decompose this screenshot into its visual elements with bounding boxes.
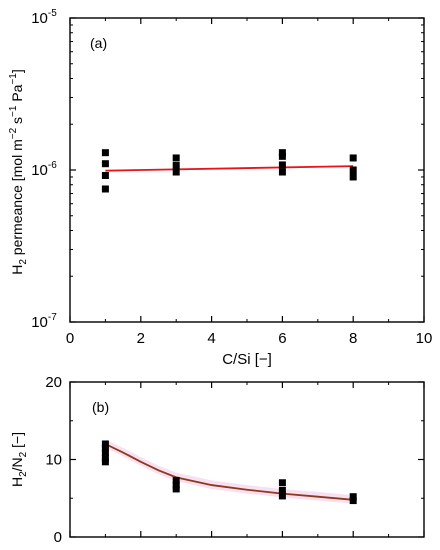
- y-label-sup1: −2: [8, 127, 19, 139]
- data-point: [101, 440, 109, 448]
- y-tick-label: 10-6: [31, 160, 57, 179]
- y-label-h2-sub: 2: [18, 471, 29, 477]
- data-point: [101, 449, 109, 457]
- data-point: [349, 166, 357, 174]
- x-tick-label: 0: [66, 330, 74, 347]
- fit-line: [105, 165, 354, 172]
- data-point: [172, 168, 180, 176]
- data-point: [172, 481, 180, 489]
- data-point: [101, 172, 109, 180]
- data-point: [278, 152, 286, 160]
- y-label-pa: Pa: [9, 84, 25, 105]
- y-tick-label: 10: [45, 452, 62, 469]
- data-point: [349, 154, 357, 162]
- data-point: [172, 162, 180, 170]
- data-point: [101, 185, 109, 193]
- y-label-unit: [−]: [9, 432, 25, 452]
- y-label-h2: H: [9, 477, 25, 487]
- fit-band: [105, 439, 354, 504]
- panel-b-plot-frame: [69, 381, 425, 538]
- data-point: [172, 485, 180, 493]
- x-tick-label: 2: [137, 330, 145, 347]
- data-point: [101, 149, 109, 157]
- y-label-n2: /N: [9, 457, 25, 471]
- data-point: [278, 168, 286, 176]
- y-label-s: s: [9, 117, 25, 128]
- y-tick-label: 20: [45, 374, 62, 391]
- y-tick-label: 0: [54, 529, 62, 546]
- data-point: [101, 160, 109, 168]
- data-point: [349, 173, 357, 181]
- x-tick-label: 10: [416, 330, 433, 347]
- y-label-text: permeance [mol m: [9, 139, 25, 259]
- data-point: [278, 487, 286, 494]
- panel-a-label: (a): [90, 35, 107, 51]
- data-point: [101, 458, 109, 466]
- panel-a-y-axis-label: H2 permeance [mol m−2 s−1 Pa−1]: [8, 69, 29, 275]
- data-point: [349, 497, 357, 505]
- y-tick-label: 10-5: [31, 8, 57, 27]
- fit-curve: [105, 443, 354, 501]
- y-label-sup3: −1: [8, 73, 19, 85]
- panel-b-y-axis-label: H2/N2 [−]: [9, 432, 29, 487]
- data-point: [172, 476, 180, 484]
- y-label-sub: 2: [18, 259, 29, 265]
- x-tick-label: 6: [278, 330, 286, 347]
- data-point: [278, 161, 286, 169]
- x-tick-label: 4: [207, 330, 215, 347]
- y-label-sup2: −1: [8, 105, 19, 117]
- data-point: [101, 444, 109, 452]
- x-tick-label: 8: [349, 330, 357, 347]
- y-tick-label: 10-7: [31, 312, 57, 331]
- data-point: [172, 154, 180, 162]
- data-point: [349, 493, 357, 501]
- data-point: [101, 454, 109, 462]
- data-point: [278, 149, 286, 157]
- y-label-h: H: [9, 265, 25, 275]
- panel-b-label: (b): [92, 399, 109, 415]
- y-label-end: ]: [9, 69, 25, 73]
- data-point: [278, 492, 286, 500]
- data-point: [278, 479, 286, 487]
- y-label-n2-sub: 2: [18, 451, 29, 457]
- panel-a-x-axis-label: C/Si [−]: [222, 351, 272, 368]
